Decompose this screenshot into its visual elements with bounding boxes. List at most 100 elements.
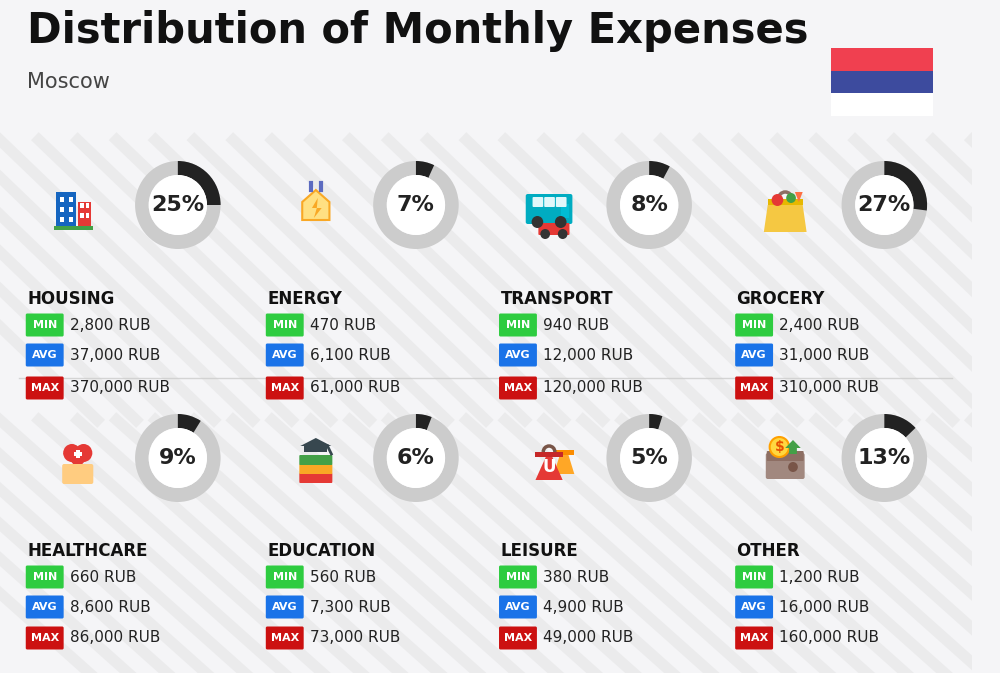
FancyBboxPatch shape — [831, 48, 933, 71]
Text: MIN: MIN — [273, 320, 297, 330]
Text: MAX: MAX — [740, 383, 768, 393]
FancyBboxPatch shape — [86, 203, 89, 208]
FancyBboxPatch shape — [26, 376, 64, 400]
Wedge shape — [606, 161, 692, 249]
Wedge shape — [649, 414, 662, 429]
Text: MIN: MIN — [742, 572, 766, 582]
Text: GROCERY: GROCERY — [737, 290, 825, 308]
FancyBboxPatch shape — [69, 217, 73, 222]
Text: 9%: 9% — [159, 448, 197, 468]
FancyBboxPatch shape — [266, 627, 304, 649]
FancyBboxPatch shape — [78, 202, 91, 228]
FancyBboxPatch shape — [831, 94, 933, 116]
Polygon shape — [300, 438, 331, 446]
Polygon shape — [764, 205, 807, 232]
FancyBboxPatch shape — [535, 452, 563, 457]
Circle shape — [620, 175, 678, 235]
Wedge shape — [884, 414, 916, 437]
Circle shape — [532, 216, 543, 228]
Wedge shape — [373, 414, 459, 502]
Text: 13%: 13% — [858, 448, 911, 468]
Text: MAX: MAX — [271, 383, 299, 393]
Text: TRANSPORT: TRANSPORT — [500, 290, 613, 308]
Wedge shape — [178, 414, 201, 433]
Text: $: $ — [775, 440, 784, 454]
Polygon shape — [554, 452, 574, 474]
Wedge shape — [649, 161, 670, 179]
Text: 16,000 RUB: 16,000 RUB — [779, 600, 870, 614]
Text: MAX: MAX — [31, 383, 59, 393]
Text: 1,200 RUB: 1,200 RUB — [779, 569, 860, 584]
FancyBboxPatch shape — [831, 71, 933, 94]
Text: 5%: 5% — [630, 448, 668, 468]
Text: 8%: 8% — [630, 195, 668, 215]
Text: 660 RUB: 660 RUB — [70, 569, 136, 584]
Text: ENERGY: ENERGY — [267, 290, 342, 308]
FancyBboxPatch shape — [80, 213, 84, 218]
FancyBboxPatch shape — [26, 343, 64, 367]
FancyBboxPatch shape — [735, 627, 773, 649]
Wedge shape — [178, 161, 221, 205]
Wedge shape — [135, 161, 221, 249]
Wedge shape — [842, 161, 927, 249]
FancyBboxPatch shape — [499, 596, 537, 618]
Text: 380 RUB: 380 RUB — [543, 569, 609, 584]
Text: LEISURE: LEISURE — [500, 542, 578, 560]
Text: U: U — [542, 458, 556, 476]
FancyBboxPatch shape — [76, 450, 80, 458]
FancyBboxPatch shape — [266, 343, 304, 367]
FancyBboxPatch shape — [60, 197, 64, 202]
FancyBboxPatch shape — [544, 197, 555, 207]
FancyBboxPatch shape — [538, 223, 569, 235]
FancyBboxPatch shape — [499, 343, 537, 367]
Text: 25%: 25% — [151, 195, 204, 215]
FancyBboxPatch shape — [554, 450, 574, 455]
FancyBboxPatch shape — [767, 451, 804, 461]
FancyBboxPatch shape — [60, 207, 64, 212]
Text: 6%: 6% — [397, 448, 435, 468]
Text: MAX: MAX — [271, 633, 299, 643]
Circle shape — [855, 428, 913, 488]
FancyBboxPatch shape — [74, 452, 82, 456]
Text: AVG: AVG — [32, 350, 58, 360]
Text: 27%: 27% — [858, 195, 911, 215]
FancyBboxPatch shape — [299, 455, 332, 465]
Text: 470 RUB: 470 RUB — [310, 318, 376, 332]
Text: 370,000 RUB: 370,000 RUB — [70, 380, 170, 396]
Text: Distribution of Monthly Expenses: Distribution of Monthly Expenses — [27, 10, 809, 52]
Text: AVG: AVG — [505, 350, 531, 360]
Text: 940 RUB: 940 RUB — [543, 318, 609, 332]
FancyBboxPatch shape — [526, 194, 572, 224]
Wedge shape — [416, 414, 432, 430]
Circle shape — [555, 216, 567, 228]
FancyBboxPatch shape — [26, 314, 64, 336]
FancyBboxPatch shape — [556, 197, 567, 207]
FancyBboxPatch shape — [499, 376, 537, 400]
Text: 86,000 RUB: 86,000 RUB — [70, 631, 160, 645]
FancyBboxPatch shape — [735, 314, 773, 336]
FancyBboxPatch shape — [299, 473, 332, 483]
Polygon shape — [785, 440, 801, 454]
Circle shape — [770, 437, 789, 457]
Circle shape — [786, 193, 796, 203]
Circle shape — [540, 229, 550, 239]
FancyBboxPatch shape — [735, 343, 773, 367]
Circle shape — [855, 175, 913, 235]
Text: MAX: MAX — [31, 633, 59, 643]
Text: 560 RUB: 560 RUB — [310, 569, 376, 584]
Wedge shape — [884, 161, 927, 211]
Text: AVG: AVG — [32, 602, 58, 612]
Text: 160,000 RUB: 160,000 RUB — [779, 631, 879, 645]
Text: MIN: MIN — [33, 572, 57, 582]
FancyBboxPatch shape — [26, 596, 64, 618]
FancyBboxPatch shape — [26, 627, 64, 649]
FancyBboxPatch shape — [766, 453, 805, 479]
Text: AVG: AVG — [505, 602, 531, 612]
Text: AVG: AVG — [741, 350, 767, 360]
Text: 61,000 RUB: 61,000 RUB — [310, 380, 400, 396]
Wedge shape — [606, 414, 692, 502]
Text: MAX: MAX — [504, 633, 532, 643]
FancyBboxPatch shape — [266, 314, 304, 336]
Text: EDUCATION: EDUCATION — [267, 542, 375, 560]
FancyBboxPatch shape — [266, 596, 304, 618]
